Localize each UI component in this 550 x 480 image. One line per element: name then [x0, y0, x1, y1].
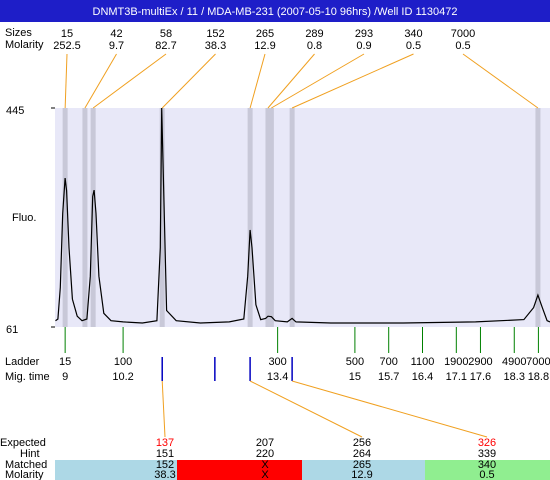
peak-band	[62, 108, 68, 327]
row-label: Molarity	[5, 39, 44, 51]
y-axis-label: Fluo.	[12, 212, 36, 224]
row-label: Matched	[5, 459, 47, 471]
mig-time: 15.7	[378, 371, 399, 383]
hint: 264	[353, 448, 371, 460]
row-label: Mig. time	[5, 371, 50, 383]
hint: 339	[478, 448, 496, 460]
hint: 220	[256, 448, 274, 460]
leader-line	[161, 380, 166, 438]
peak-band	[159, 108, 165, 327]
leader-line	[92, 53, 167, 109]
plot-area	[55, 108, 550, 327]
mig-time: 10.2	[112, 371, 133, 383]
peak-molarity: 82.7	[155, 40, 176, 52]
leader-line	[249, 380, 363, 438]
peak-band	[268, 108, 274, 327]
chart-title: DNMT3B-multiEx / 11 / MDA-MB-231 (2007-0…	[93, 6, 458, 18]
leader-line	[249, 53, 266, 109]
peak-molarity: 0.8	[307, 40, 322, 52]
peak-size: 293	[355, 28, 373, 40]
mig-time: 16.4	[412, 371, 433, 383]
ladder-size: 1900	[444, 356, 468, 368]
expected-size: 326	[478, 437, 496, 449]
leader-line	[291, 380, 488, 438]
matched: 265	[353, 459, 371, 471]
leader-line	[84, 53, 117, 109]
leader-line	[64, 53, 68, 109]
matched-cell	[302, 460, 425, 480]
leader-line	[271, 53, 365, 109]
molarity: 38.3	[154, 469, 175, 480]
peak-band	[82, 108, 88, 327]
leader-line	[267, 53, 315, 109]
leader-line	[291, 53, 414, 109]
y-tick-label: 61	[6, 324, 18, 336]
header-bar	[0, 0, 550, 22]
leader-line	[161, 53, 216, 109]
ladder-size: 15	[59, 356, 71, 368]
row-label: Ladder	[5, 356, 40, 368]
expected-size: 137	[156, 437, 174, 449]
ladder-size: 700	[380, 356, 398, 368]
peak-size: 289	[305, 28, 323, 40]
ladder-size: 7000	[526, 356, 550, 368]
matched-cell	[177, 460, 302, 480]
mig-time: 17.6	[470, 371, 491, 383]
molarity: 0.5	[479, 469, 494, 480]
hint: 151	[156, 448, 174, 460]
matched: 152	[156, 459, 174, 471]
expected-size: 256	[353, 437, 371, 449]
peak-size: 42	[110, 28, 122, 40]
peak-size: 15	[61, 28, 73, 40]
ladder-size: 1100	[411, 356, 435, 368]
mig-time: 13.4	[267, 371, 288, 383]
peak-molarity: 0.5	[455, 40, 470, 52]
row-label: Hint	[20, 448, 40, 460]
peak-molarity: 9.7	[109, 40, 124, 52]
peak-molarity: 0.9	[356, 40, 371, 52]
peak-size: 58	[160, 28, 172, 40]
trace	[55, 107, 550, 324]
peak-molarity: 12.9	[254, 40, 275, 52]
mig-time: 9	[62, 371, 68, 383]
y-tick-label: 445	[6, 105, 24, 117]
peak-band	[265, 108, 271, 327]
molarity: X	[261, 469, 269, 480]
ladder-size: 500	[346, 356, 364, 368]
matched-cell	[55, 460, 177, 480]
mig-time: 18.8	[528, 371, 549, 383]
leader-line	[462, 53, 539, 109]
peak-band	[289, 108, 295, 327]
peak-size: 152	[206, 28, 224, 40]
mig-time: 15	[349, 371, 361, 383]
peak-band	[247, 108, 253, 327]
peak-size: 340	[404, 28, 422, 40]
ladder-size: 100	[114, 356, 132, 368]
expected-size: 207	[256, 437, 274, 449]
peak-band	[535, 108, 541, 327]
peak-molarity: 0.5	[406, 40, 421, 52]
peak-size: 265	[256, 28, 274, 40]
matched: X	[261, 459, 269, 471]
peak-band	[90, 108, 96, 327]
peak-size: 7000	[451, 28, 475, 40]
row-label: Sizes	[5, 27, 32, 39]
peak-molarity: 38.3	[205, 40, 226, 52]
matched: 340	[478, 459, 496, 471]
row-label: Expected	[0, 437, 46, 449]
row-label: Molarity	[5, 469, 44, 480]
matched-cell	[425, 460, 550, 480]
molarity: 12.9	[351, 469, 372, 480]
mig-time: 18.3	[504, 371, 525, 383]
mig-time: 17.1	[446, 371, 467, 383]
ladder-size: 300	[268, 356, 286, 368]
ladder-size: 2900	[468, 356, 492, 368]
peak-molarity: 252.5	[53, 40, 81, 52]
ladder-size: 4900	[502, 356, 526, 368]
